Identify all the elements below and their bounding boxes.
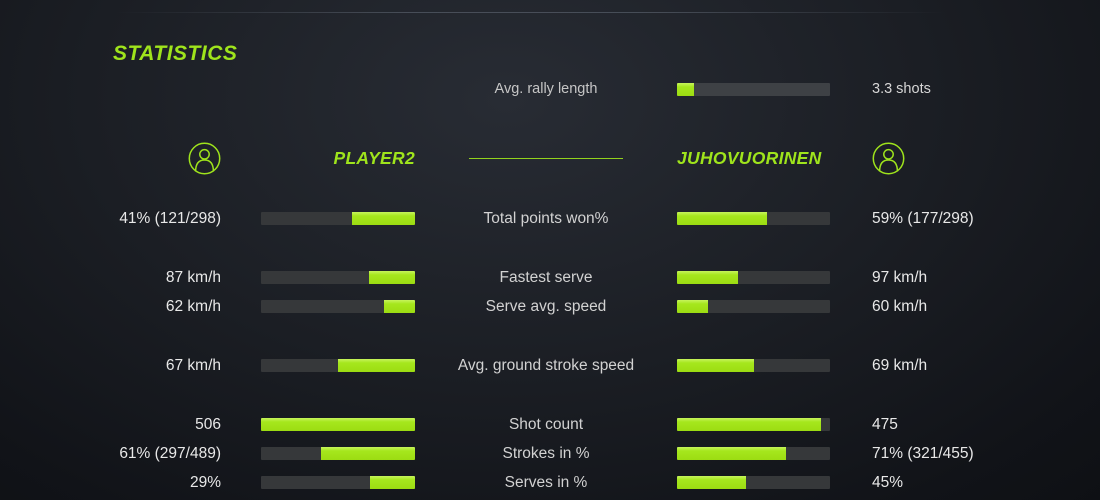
stat-right-bar — [677, 447, 830, 460]
avg-rally-label: Avg. rally length — [494, 81, 598, 97]
stat-right-value: 71% (321/455) — [872, 444, 974, 462]
stats-rows: 41% (121/298) Total points won% 59% (177… — [0, 204, 1100, 497]
stat-right-value: 69 km/h — [872, 356, 928, 374]
stat-row: 87 km/h Fastest serve 97 km/h — [0, 263, 1100, 292]
stat-label: Total points won% — [483, 209, 609, 227]
stat-left-bar — [261, 418, 415, 431]
stat-right-bar — [677, 359, 830, 372]
stat-left-value: 87 km/h — [165, 268, 221, 286]
stat-left-value: 61% (297/489) — [119, 444, 221, 462]
stat-right-value: 45% — [872, 473, 904, 491]
stat-left-value: 506 — [195, 415, 221, 433]
stat-row: 41% (121/298) Total points won% 59% (177… — [0, 204, 1100, 233]
stat-label: Strokes in % — [502, 444, 590, 462]
stat-label: Avg. ground stroke speed — [457, 356, 635, 374]
player-right-name: JUHOVUORINEN — [677, 148, 822, 168]
left-bar-fill — [351, 212, 415, 225]
stat-row: 62 km/h Serve avg. speed 60 km/h — [0, 292, 1100, 321]
stat-left-bar — [261, 271, 415, 284]
person-circle-icon — [851, 142, 1100, 175]
player-left-name: PLAYER2 — [333, 148, 415, 168]
stat-right-bar — [677, 212, 830, 225]
stat-right-value: 59% (177/298) — [872, 209, 974, 227]
right-bar-fill — [677, 212, 768, 225]
stat-left-value: 67 km/h — [165, 356, 221, 374]
stat-left-value: 29% — [189, 473, 221, 491]
stat-label: Serve avg. speed — [485, 297, 607, 315]
stat-label: Shot count — [508, 415, 584, 433]
right-bar-fill — [677, 300, 708, 313]
stat-left-value: 62 km/h — [165, 297, 221, 315]
person-circle-icon — [188, 142, 221, 175]
avg-rally-value: 3.3 shots — [872, 81, 931, 97]
stat-right-value: 475 — [872, 415, 898, 433]
stat-row: 61% (297/489) Strokes in % 71% (321/455) — [0, 439, 1100, 468]
stat-row: 29% Serves in % 45% — [0, 468, 1100, 497]
right-bar-fill — [677, 447, 786, 460]
left-bar-fill — [321, 447, 415, 460]
stat-left-bar — [261, 212, 415, 225]
page-title: STATISTICS — [113, 42, 238, 65]
stat-left-bar — [261, 300, 415, 313]
stat-row: 506 Shot count 475 — [0, 410, 1100, 439]
rally-bar-fill — [677, 82, 694, 96]
stat-right-bar — [677, 300, 830, 313]
right-bar-fill — [677, 418, 821, 431]
avg-rally-bar — [677, 82, 830, 96]
players-divider-line — [469, 158, 623, 159]
stat-right-bar — [677, 418, 830, 431]
stat-right-bar — [677, 476, 830, 489]
right-bar-fill — [677, 271, 739, 284]
stat-left-bar — [261, 447, 415, 460]
left-bar-fill — [261, 418, 415, 431]
players-header-row: PLAYER2 JUHOVUORINEN — [0, 140, 1100, 177]
left-bar-fill — [370, 476, 415, 489]
left-bar-fill — [368, 271, 415, 284]
left-bar-fill — [338, 359, 415, 372]
stat-label: Fastest serve — [499, 268, 593, 286]
top-divider — [116, 12, 946, 13]
stat-right-value: 60 km/h — [872, 297, 928, 315]
avg-rally-row: Avg. rally length 3.3 shots — [0, 76, 1100, 102]
stat-right-bar — [677, 271, 830, 284]
stat-row: 67 km/h Avg. ground stroke speed 69 km/h — [0, 351, 1100, 380]
stat-left-value: 41% (121/298) — [119, 209, 221, 227]
left-bar-fill — [384, 300, 415, 313]
right-bar-fill — [677, 359, 754, 372]
stat-label: Serves in % — [504, 473, 588, 491]
stat-right-value: 97 km/h — [872, 268, 928, 286]
stat-left-bar — [261, 476, 415, 489]
right-bar-fill — [677, 476, 746, 489]
stat-left-bar — [261, 359, 415, 372]
